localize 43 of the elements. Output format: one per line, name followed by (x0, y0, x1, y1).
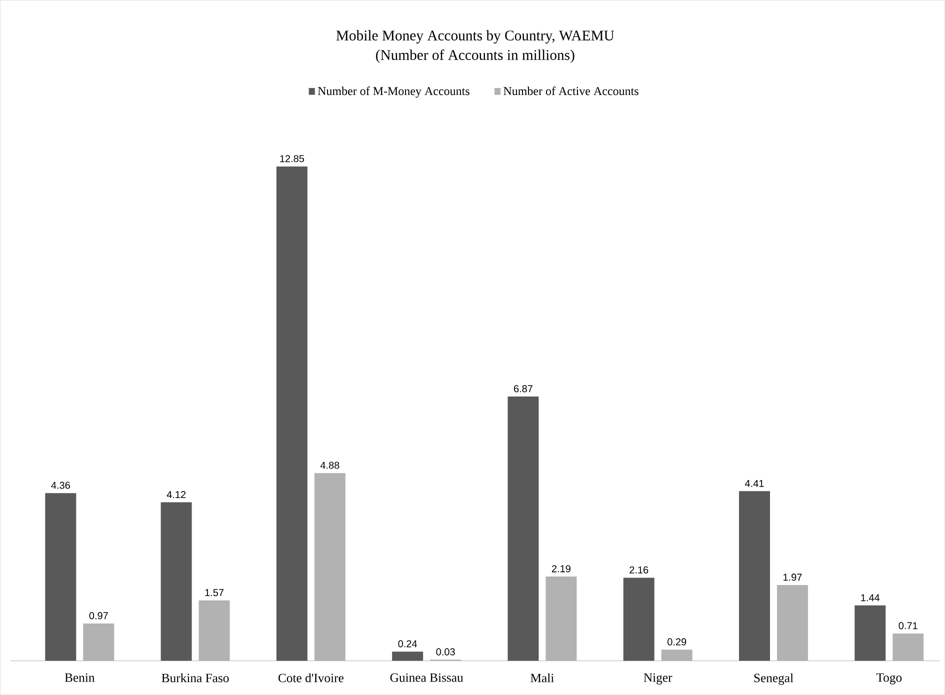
bar (83, 623, 114, 661)
data-label: 0.24 (398, 640, 418, 648)
data-label: 4.36 (51, 482, 70, 489)
data-label: 1.97 (784, 574, 802, 581)
bar (314, 473, 346, 661)
data-label: 1.44 (861, 594, 880, 602)
bar (661, 650, 692, 661)
data-label: 0.71 (898, 622, 918, 630)
bar (160, 502, 192, 661)
bar (892, 633, 924, 661)
legend-label: Number of Active Accounts (504, 86, 638, 96)
data-label: 4.12 (166, 491, 186, 498)
bar (276, 166, 308, 661)
legend-label: Number of M-Money Accounts (318, 86, 470, 98)
x-tick-label: Senegal (754, 673, 794, 685)
data-label: 0.97 (89, 612, 108, 620)
bar (508, 396, 539, 661)
data-label: 12.85 (280, 155, 304, 162)
bar (392, 652, 424, 661)
bar (546, 576, 577, 661)
data-label: 0.03 (436, 648, 455, 656)
data-label: 6.87 (514, 385, 532, 392)
data-label: 2.16 (630, 566, 648, 574)
bar (776, 584, 808, 661)
data-label: 2.19 (552, 565, 570, 572)
x-tick-label: Burkina Faso (162, 673, 229, 682)
x-tick-label: Togo (876, 673, 902, 684)
bar (623, 578, 654, 661)
x-tick-label: Cote d'Ivoire (278, 673, 344, 682)
bar (198, 600, 230, 661)
chart-subtitle: (Number of Accounts in millions) (376, 49, 574, 63)
data-label: 4.41 (744, 480, 764, 487)
bar (854, 605, 886, 661)
x-tick-label: Mali (530, 673, 554, 682)
data-label: 1.57 (205, 589, 224, 596)
x-tick-label: Guinea Bissau (390, 673, 464, 682)
x-tick-label: Niger (644, 673, 672, 684)
data-label: 4.88 (320, 462, 340, 469)
data-label: 0.29 (668, 638, 686, 646)
chart-title: Mobile Money Accounts by Country, WAEMU (336, 30, 614, 44)
bar (45, 493, 76, 661)
bar (739, 491, 770, 661)
x-tick-label: Benin (64, 673, 95, 682)
